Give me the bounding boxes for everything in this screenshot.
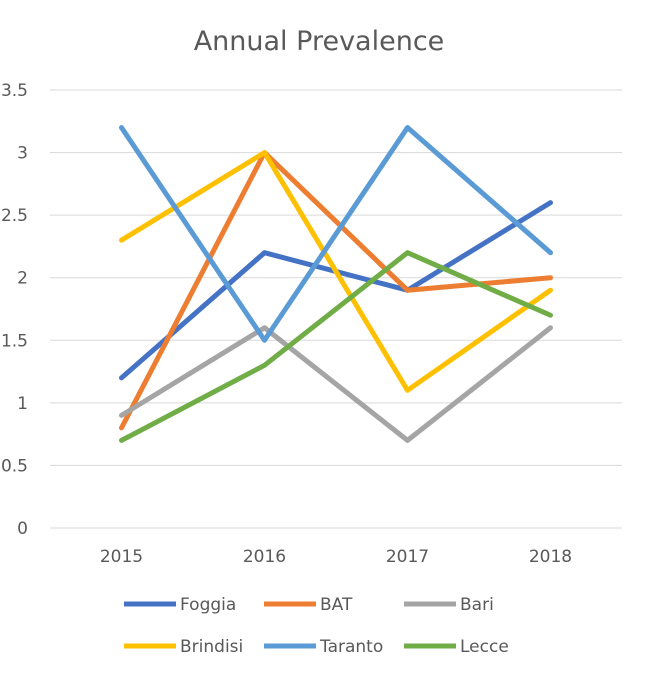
legend-item: BAT	[264, 595, 353, 615]
y-tick-label: 3	[17, 144, 28, 164]
x-tick-label: 2017	[386, 547, 429, 567]
legend-label: Foggia	[180, 595, 236, 615]
legend-label: Lecce	[460, 637, 509, 657]
series-line-brindisi	[119, 150, 553, 393]
y-tick-label: 1.5	[1, 331, 28, 351]
series-line-bari	[119, 325, 553, 443]
legend-item: Bari	[404, 595, 494, 615]
series-line-lecce	[119, 250, 553, 443]
y-axis-ticks: 0 0.5 1 1.5 2 2.5 3 3.5	[1, 81, 28, 539]
series-line-foggia	[119, 200, 553, 381]
y-tick-label: 2	[17, 269, 28, 289]
x-axis-ticks: 2015 2016 2017 2018	[100, 547, 572, 567]
legend-item: Lecce	[404, 637, 509, 657]
legend-item: Brindisi	[124, 637, 243, 657]
series-line-taranto	[119, 125, 553, 343]
legend-item: Taranto	[264, 637, 383, 657]
y-tick-label: 0	[17, 519, 28, 539]
legend-label: Bari	[460, 595, 494, 615]
y-tick-label: 2.5	[1, 206, 28, 226]
legend-item: Foggia	[124, 595, 236, 615]
y-tick-label: 3.5	[1, 81, 28, 101]
chart-title: Annual Prevalence	[194, 26, 445, 57]
series-lines	[119, 125, 553, 443]
legend-label: Taranto	[319, 637, 383, 657]
y-tick-label: 0.5	[1, 456, 28, 476]
legend-label: Brindisi	[180, 637, 243, 657]
legend: Foggia BAT Bari Brindisi Taranto Lecce	[124, 595, 509, 657]
y-tick-label: 1	[17, 394, 28, 414]
x-tick-label: 2015	[100, 547, 143, 567]
x-tick-label: 2018	[529, 547, 572, 567]
x-tick-label: 2016	[243, 547, 286, 567]
legend-label: BAT	[320, 595, 353, 615]
